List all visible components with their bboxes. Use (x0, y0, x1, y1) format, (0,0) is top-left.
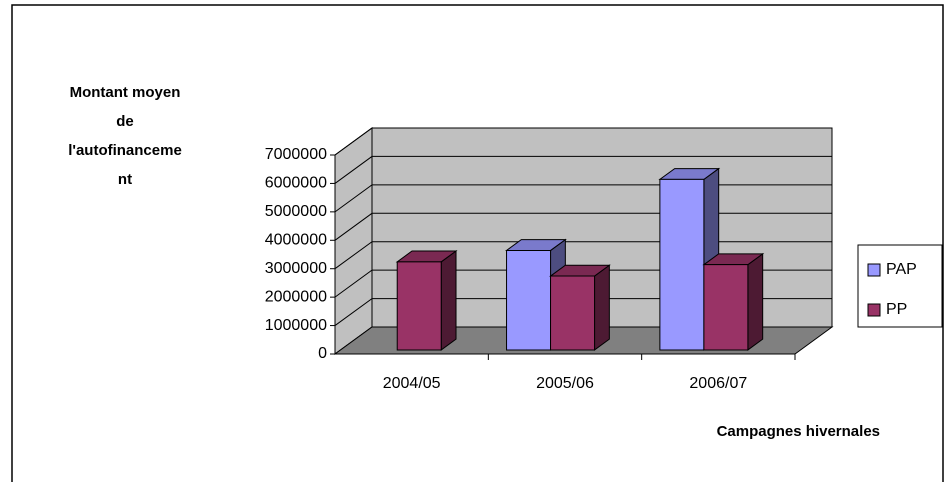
y-axis-title: Montant moyen de l'autofinanceme nt (68, 84, 182, 188)
y-tick-label: 3000000 (265, 260, 327, 277)
grid-line (334, 155, 832, 184)
side-wall (334, 127, 373, 355)
y-axis-title-line: Montant moyen (70, 84, 181, 101)
y-axis-title-line: nt (118, 171, 132, 188)
y-axis-title-line: de (116, 113, 134, 130)
grid-line (334, 127, 832, 156)
y-tick-label: 1000000 (265, 317, 327, 334)
bar-side (747, 252, 764, 351)
x-tick-label: 2004/05 (383, 375, 441, 392)
y-tick-label: 4000000 (265, 232, 327, 249)
x-tick-label: 2005/06 (536, 375, 594, 392)
bar-front (396, 261, 442, 351)
bar-front (659, 178, 705, 351)
bar-front (703, 264, 749, 351)
legend-label: PAP (886, 261, 917, 278)
bar (702, 252, 765, 351)
y-tick-label: 0 (318, 345, 327, 362)
y-tick-label: 6000000 (265, 175, 327, 192)
legend-swatch (867, 263, 881, 277)
legend-label: PP (886, 301, 907, 318)
x-tick-label: 2006/07 (689, 375, 747, 392)
legend-swatch (867, 303, 881, 317)
x-axis-title: Campagnes hivernales (717, 423, 880, 440)
y-tick-label: 7000000 (265, 146, 327, 163)
y-tick-label: 2000000 (265, 288, 327, 305)
bar-front (506, 249, 552, 351)
bar-side (594, 264, 610, 351)
y-tick-label: 5000000 (265, 203, 327, 220)
frame (11, 4, 944, 482)
bar-front (550, 275, 596, 351)
bar-side (440, 250, 457, 351)
bar (549, 264, 611, 351)
bar (395, 250, 458, 351)
y-axis-title-line: l'autofinanceme (68, 142, 182, 159)
